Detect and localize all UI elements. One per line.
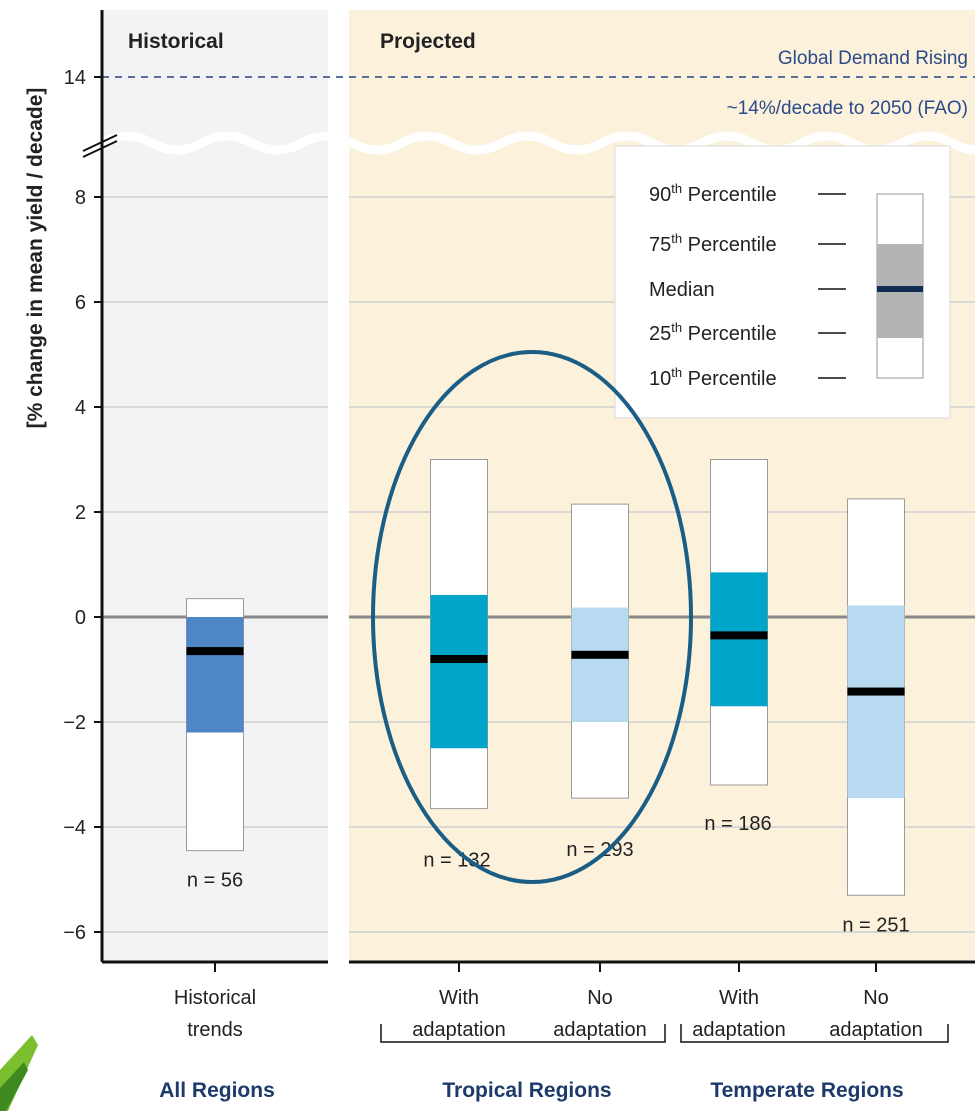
median-bar [847, 687, 905, 696]
panel-title-projected: Projected [380, 30, 476, 53]
reference-label-line2: ~14%/decade to 2050 (FAO) [727, 98, 968, 119]
box-plot: n = 56 [186, 598, 244, 892]
x-label-line1: No [587, 987, 613, 1009]
iqr-box [571, 607, 629, 722]
legend-entries: 90th Percentile 75th Percentile Median 25th… [649, 181, 846, 390]
x-label-line2: adaptation [692, 1019, 785, 1041]
x-label-line1: Historical [174, 987, 256, 1009]
x-label-line2: adaptation [829, 1019, 922, 1041]
sample-size-label: n = 186 [704, 813, 771, 835]
y-tick-label: 14 [64, 67, 86, 89]
legend: 90th Percentile 75th Percentile Median 25th… [614, 145, 951, 419]
median-bar [186, 647, 244, 656]
median-bar [710, 631, 768, 640]
x-label-line1: No [863, 987, 889, 1009]
box-plot: n = 293 [566, 503, 634, 861]
x-label-line1: With [719, 987, 759, 1009]
legend-label: 90th Percentile [649, 181, 777, 206]
legend-label: 75th Percentile [649, 231, 777, 256]
iqr-box [430, 594, 488, 749]
y-tick-label: 0 [75, 607, 86, 629]
sample-size-label: n = 251 [842, 914, 909, 936]
y-tick-label: 8 [75, 187, 86, 209]
y-tick-label: 4 [75, 397, 86, 419]
legend-label: 10th Percentile [649, 365, 777, 390]
x-label-line2: trends [187, 1019, 243, 1041]
legend-median-bar [877, 286, 923, 292]
axis-break-mark-1 [82, 134, 118, 152]
group-label-temperate: Temperate Regions [710, 1079, 903, 1102]
group-label-all-regions: All Regions [159, 1079, 275, 1102]
x-label-line2: adaptation [412, 1019, 505, 1041]
x-axis-labels: Historical trends With adaptation No adaptati… [174, 962, 923, 1041]
tropical-bracket [380, 1024, 666, 1043]
box-plot: n = 251 [842, 498, 910, 936]
iqr-box [847, 605, 905, 799]
sample-size-label: n = 293 [566, 839, 633, 861]
iqr-box [186, 617, 244, 733]
y-axis-label: [% change in mean yield / decade] [24, 88, 47, 429]
sample-size-label: n = 132 [423, 850, 490, 872]
median-bar [571, 650, 629, 659]
legend-label: Median [649, 279, 715, 301]
reference-label-line1: Global Demand Rising [778, 48, 968, 69]
y-axis-ticks: −6 −4 −2 0 2 4 6 8 14 [63, 67, 102, 944]
y-tick-label: −2 [63, 712, 86, 734]
box-plots: n = 56 n = 132 n = 293 n = 186 n = 251 [186, 459, 910, 936]
x-label-line1: With [439, 987, 479, 1009]
y-tick-label: 2 [75, 502, 86, 524]
tropical-highlight-ellipse [371, 350, 693, 884]
axis-break-wave [99, 131, 975, 155]
temperate-bracket [680, 1024, 949, 1043]
box-plot: n = 132 [423, 459, 491, 872]
legend-label: 25th Percentile [649, 320, 777, 345]
sample-size-label: n = 56 [187, 870, 243, 892]
y-tick-label: −6 [63, 922, 86, 944]
x-label-line2: adaptation [553, 1019, 646, 1041]
group-label-tropical: Tropical Regions [442, 1079, 611, 1102]
y-tick-label: −4 [63, 817, 86, 839]
panel-title-historical: Historical [128, 30, 224, 53]
y-tick-label: 6 [75, 292, 86, 314]
logo-fragment-dark [0, 1062, 28, 1111]
median-bar [430, 655, 488, 663]
box-plot: n = 186 [704, 459, 772, 835]
axis-break-mark-2 [82, 140, 118, 158]
